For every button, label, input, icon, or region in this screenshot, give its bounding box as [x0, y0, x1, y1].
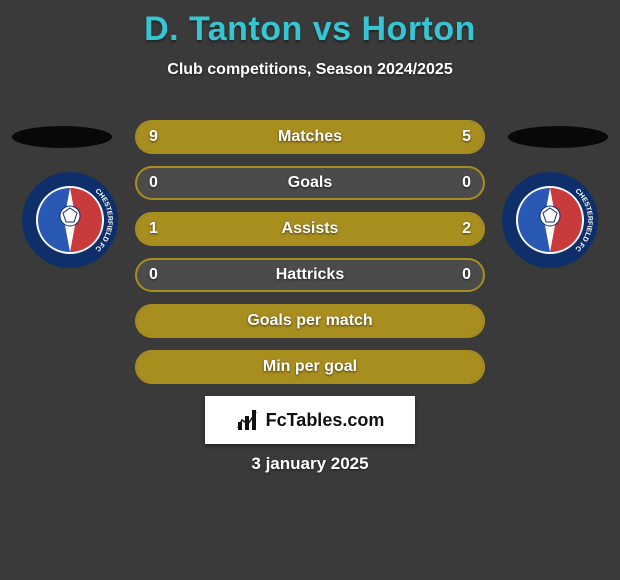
player-left-shadow: [12, 126, 112, 148]
stat-row: 00Goals: [135, 166, 485, 200]
fctables-label: FcTables.com: [266, 410, 385, 431]
stat-label: Matches: [137, 122, 483, 152]
stat-label: Goals per match: [137, 306, 483, 336]
stat-row: 12Assists: [135, 212, 485, 246]
stats-container: 95Matches 00Goals 12Assists 00Hattricks Goal…: [135, 120, 485, 396]
date-label: 3 january 2025: [0, 454, 620, 474]
page-title: D. Tanton vs Horton: [0, 0, 620, 49]
stat-label: Hattricks: [137, 260, 483, 290]
stat-row: 00Hattricks: [135, 258, 485, 292]
bar-chart-icon: [236, 408, 260, 432]
fctables-badge: FcTables.com: [205, 396, 415, 444]
club-crest-icon: CHESTERFIELD FC: [500, 170, 600, 270]
stat-label: Goals: [137, 168, 483, 198]
player-right-shadow: [508, 126, 608, 148]
stat-row: Goals per match: [135, 304, 485, 338]
stat-row: 95Matches: [135, 120, 485, 154]
stat-label: Assists: [137, 214, 483, 244]
crest-left: CHESTERFIELD FC: [20, 170, 120, 270]
page-subtitle: Club competitions, Season 2024/2025: [0, 61, 620, 79]
stat-row: Min per goal: [135, 350, 485, 384]
club-crest-icon: CHESTERFIELD FC: [20, 170, 120, 270]
crest-right: CHESTERFIELD FC: [500, 170, 600, 270]
stat-label: Min per goal: [137, 352, 483, 382]
